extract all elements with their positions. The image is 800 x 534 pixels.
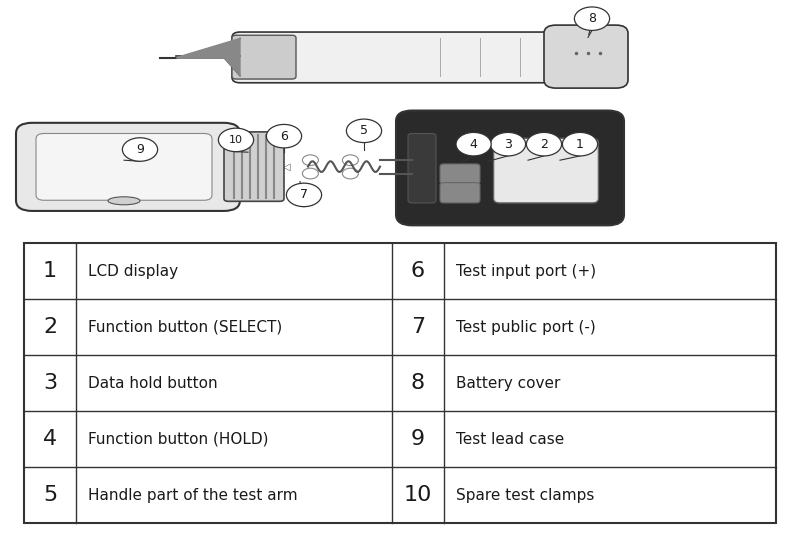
Circle shape bbox=[526, 132, 562, 156]
Text: 7: 7 bbox=[300, 189, 308, 201]
Circle shape bbox=[574, 7, 610, 30]
Text: Test lead case: Test lead case bbox=[456, 431, 564, 447]
Text: 8: 8 bbox=[411, 373, 425, 393]
Circle shape bbox=[490, 132, 526, 156]
FancyBboxPatch shape bbox=[232, 32, 608, 83]
FancyBboxPatch shape bbox=[232, 35, 296, 79]
Text: 7: 7 bbox=[411, 317, 425, 337]
Text: Spare test clamps: Spare test clamps bbox=[456, 488, 594, 503]
FancyBboxPatch shape bbox=[408, 134, 436, 203]
Text: Data hold button: Data hold button bbox=[88, 375, 218, 391]
Circle shape bbox=[218, 128, 254, 152]
Text: 9: 9 bbox=[136, 143, 144, 156]
Text: 2: 2 bbox=[43, 317, 57, 337]
Text: 3: 3 bbox=[504, 138, 512, 151]
Text: 2: 2 bbox=[540, 138, 548, 151]
Text: Test public port (-): Test public port (-) bbox=[456, 319, 596, 335]
Circle shape bbox=[456, 132, 491, 156]
FancyBboxPatch shape bbox=[224, 132, 284, 201]
Bar bbox=[24, 243, 776, 523]
Ellipse shape bbox=[108, 197, 140, 205]
Text: 5: 5 bbox=[43, 485, 57, 505]
FancyBboxPatch shape bbox=[16, 123, 240, 211]
Text: Battery cover: Battery cover bbox=[456, 375, 560, 391]
Text: Handle part of the test arm: Handle part of the test arm bbox=[88, 488, 298, 503]
Text: 1: 1 bbox=[576, 138, 584, 151]
FancyBboxPatch shape bbox=[440, 183, 480, 203]
Text: 3: 3 bbox=[43, 373, 57, 393]
Text: Function button (HOLD): Function button (HOLD) bbox=[88, 431, 269, 447]
FancyBboxPatch shape bbox=[494, 138, 598, 203]
Polygon shape bbox=[176, 38, 240, 76]
Text: 10: 10 bbox=[404, 485, 432, 505]
Text: Function button (SELECT): Function button (SELECT) bbox=[88, 319, 282, 335]
Circle shape bbox=[122, 138, 158, 161]
Circle shape bbox=[562, 132, 598, 156]
Text: 9: 9 bbox=[411, 429, 425, 449]
Circle shape bbox=[266, 124, 302, 148]
Text: 1: 1 bbox=[43, 261, 57, 281]
Circle shape bbox=[346, 119, 382, 143]
FancyBboxPatch shape bbox=[36, 134, 212, 200]
Text: LCD display: LCD display bbox=[88, 263, 178, 279]
Text: ◁: ◁ bbox=[282, 162, 290, 171]
Text: 6: 6 bbox=[280, 130, 288, 143]
FancyBboxPatch shape bbox=[544, 25, 628, 88]
Circle shape bbox=[286, 183, 322, 207]
FancyBboxPatch shape bbox=[396, 111, 624, 225]
Text: 10: 10 bbox=[229, 135, 243, 145]
Text: 6: 6 bbox=[411, 261, 425, 281]
Text: 8: 8 bbox=[588, 12, 596, 25]
FancyBboxPatch shape bbox=[440, 164, 480, 184]
Text: Test input port (+): Test input port (+) bbox=[456, 263, 596, 279]
Text: 5: 5 bbox=[360, 124, 368, 137]
Text: 4: 4 bbox=[470, 138, 478, 151]
Text: 4: 4 bbox=[43, 429, 57, 449]
